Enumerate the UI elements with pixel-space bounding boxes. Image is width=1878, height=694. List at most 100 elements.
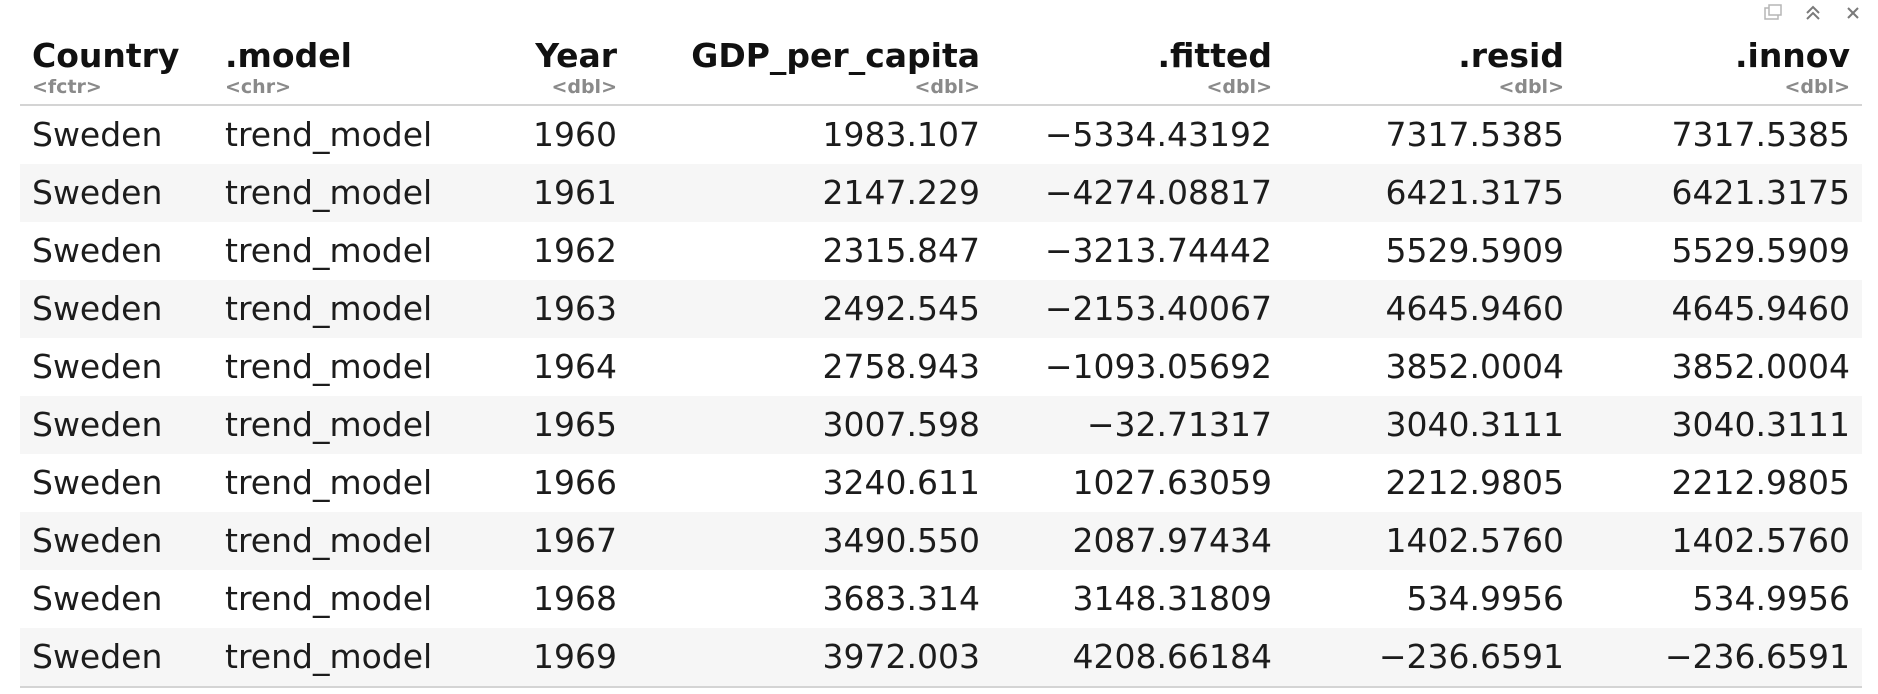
table-row: Sweden trend_model 1965 3007.598 −32.71317 30… [20, 396, 1862, 454]
table-cell: −32.71317 [992, 396, 1284, 454]
table-cell: 1027.63059 [1072, 463, 1272, 502]
column-header[interactable]: GDP_per_capita <dbl> [629, 30, 992, 106]
table-cell: 3490.550 [629, 512, 992, 570]
table-cell: Sweden [32, 463, 163, 502]
table-row: Sweden trend_model 1967 3490.550 2087.97434 1… [20, 512, 1862, 570]
table-cell: −5334.43192 [1044, 115, 1272, 154]
table-cell: 1402.5760 [1576, 512, 1862, 570]
table-cell: 1963 [462, 280, 629, 338]
column-name: Country [32, 36, 180, 75]
table-cell: 6421.3175 [1284, 164, 1576, 222]
table-cell: 1402.5760 [1284, 512, 1576, 570]
table-cell: 1961 [462, 164, 629, 222]
table-cell: trend_model [213, 280, 462, 338]
table-cell: 3852.0004 [1671, 347, 1850, 386]
table-cell: 3148.31809 [1072, 579, 1272, 618]
column-header[interactable]: .innov <dbl> [1576, 30, 1862, 106]
column-header[interactable]: .model <chr> [213, 30, 462, 106]
table-cell: −236.6591 [1576, 628, 1862, 688]
table-cell: −3213.74442 [1044, 231, 1272, 270]
table-row: Sweden trend_model 1962 2315.847 −3213.74442… [20, 222, 1862, 280]
table-cell: 2087.97434 [992, 512, 1284, 570]
table-cell: Sweden [20, 512, 213, 570]
table-cell: 3240.611 [822, 463, 980, 502]
column-name: .resid [1458, 36, 1564, 75]
table-cell: 2492.545 [629, 280, 992, 338]
export-icon [1764, 4, 1782, 20]
table-cell: 1965 [462, 396, 629, 454]
table-cell: 3040.3111 [1284, 396, 1576, 454]
table-cell: Sweden [20, 396, 213, 454]
column-type: <dbl> [1206, 76, 1272, 98]
table-cell: Sweden [20, 280, 213, 338]
collapse-icon [1806, 5, 1820, 20]
column-header[interactable]: .fitted <dbl> [992, 30, 1284, 106]
column-type: <dbl> [1784, 76, 1850, 98]
table-cell: 1966 [533, 463, 617, 502]
table-cell: 1962 [533, 231, 617, 270]
table-cell: 7317.5385 [1385, 115, 1564, 154]
table-cell: 534.9956 [1406, 579, 1564, 618]
table-cell: 6421.3175 [1576, 164, 1862, 222]
table-cell: 1968 [533, 579, 617, 618]
column-name: GDP_per_capita [691, 36, 980, 75]
table-cell: trend_model [213, 164, 462, 222]
table-cell: 1969 [462, 628, 629, 688]
column-type: <chr> [225, 76, 291, 98]
table-cell: −236.6591 [1284, 628, 1576, 688]
close-icon [1847, 7, 1859, 19]
column-name: .fitted [1157, 36, 1272, 75]
table-cell: 1960 [533, 115, 617, 154]
chunk-output-toolbar [1762, 0, 1878, 26]
table-cell: −2153.40067 [992, 280, 1284, 338]
table-cell: −4274.08817 [992, 164, 1284, 222]
table-row: Sweden trend_model 1964 2758.943 −1093.05692… [20, 338, 1862, 396]
export-button[interactable] [1762, 2, 1784, 24]
table-cell: 1967 [462, 512, 629, 570]
table-cell: 4645.9460 [1576, 280, 1862, 338]
table-row: Sweden trend_model 1960 1983.107 −5334.43192… [20, 105, 1862, 164]
table-cell: 2147.229 [629, 164, 992, 222]
table-cell: 2212.9805 [1385, 463, 1564, 502]
column-name: Year [535, 36, 617, 75]
table-body: Sweden trend_model 1960 1983.107 −5334.43192… [20, 105, 1862, 688]
column-header[interactable]: Year <dbl> [462, 30, 629, 106]
column-header[interactable]: Country <fctr> [20, 30, 213, 106]
column-type: <dbl> [551, 76, 617, 98]
table-cell: Sweden [32, 347, 163, 386]
table-cell: 5529.5909 [1671, 231, 1850, 270]
table-cell: 2212.9805 [1671, 463, 1850, 502]
column-header[interactable]: .resid <dbl> [1284, 30, 1576, 106]
table-header-row: Country <fctr> .model <chr> Year <dbl> GDP_per… [20, 30, 1862, 106]
table-cell: Sweden [32, 115, 163, 154]
column-type: <dbl> [914, 76, 980, 98]
column-name: .model [225, 36, 352, 75]
table-cell: 3683.314 [822, 579, 980, 618]
table-cell: 3007.598 [629, 396, 992, 454]
table-cell: 2315.847 [822, 231, 980, 270]
table-cell: Sweden [20, 164, 213, 222]
table-row: Sweden trend_model 1961 2147.229 −4274.08817… [20, 164, 1862, 222]
table-cell: Sweden [32, 579, 163, 618]
table-cell: 534.9956 [1692, 579, 1850, 618]
table-cell: 3040.3111 [1576, 396, 1862, 454]
table-cell: trend_model [225, 231, 433, 270]
data-frame-output: Country <fctr> .model <chr> Year <dbl> GDP_per… [20, 30, 1862, 688]
table-cell: trend_model [213, 396, 462, 454]
table-cell: Sweden [32, 231, 163, 270]
table-cell: trend_model [225, 347, 433, 386]
table-cell: 1964 [533, 347, 617, 386]
table-cell: trend_model [213, 628, 462, 688]
table-row: Sweden trend_model 1968 3683.314 3148.31809 5… [20, 570, 1862, 628]
table-cell: trend_model [225, 579, 433, 618]
table-cell: 3852.0004 [1385, 347, 1564, 386]
close-button[interactable] [1842, 2, 1864, 24]
table-row: Sweden trend_model 1966 3240.611 1027.63059 2… [20, 454, 1862, 512]
column-type: <dbl> [1498, 76, 1564, 98]
table-row: Sweden trend_model 1963 2492.545 −2153.40067… [20, 280, 1862, 338]
column-name: .innov [1734, 36, 1850, 75]
table-cell: trend_model [225, 463, 433, 502]
data-table: Country <fctr> .model <chr> Year <dbl> GDP_per… [20, 30, 1862, 688]
table-cell: 5529.5909 [1385, 231, 1564, 270]
collapse-button[interactable] [1802, 2, 1824, 24]
